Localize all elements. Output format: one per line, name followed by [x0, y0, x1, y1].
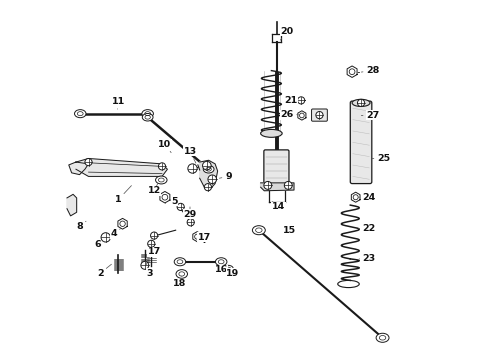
Text: 16: 16: [214, 265, 227, 274]
Circle shape: [202, 161, 211, 170]
Polygon shape: [346, 66, 356, 77]
Text: 18: 18: [173, 276, 186, 288]
Text: 29: 29: [183, 207, 196, 219]
Polygon shape: [67, 194, 77, 216]
Polygon shape: [199, 160, 217, 191]
Text: 3: 3: [145, 261, 152, 278]
Text: 19: 19: [226, 269, 239, 278]
Text: 27: 27: [361, 111, 379, 120]
Text: 12: 12: [147, 184, 161, 195]
Circle shape: [141, 261, 148, 269]
Circle shape: [297, 97, 304, 104]
Text: 20: 20: [280, 27, 293, 40]
Text: 1: 1: [115, 186, 131, 204]
Polygon shape: [118, 219, 127, 229]
Ellipse shape: [252, 226, 265, 235]
Circle shape: [147, 240, 155, 247]
Circle shape: [204, 184, 211, 191]
Ellipse shape: [260, 130, 282, 137]
Circle shape: [158, 163, 165, 170]
Circle shape: [357, 99, 364, 107]
Circle shape: [101, 233, 110, 242]
Text: 28: 28: [361, 66, 379, 75]
Text: 2: 2: [97, 264, 111, 278]
Ellipse shape: [142, 113, 153, 121]
Circle shape: [284, 181, 292, 189]
Text: 8: 8: [76, 221, 86, 231]
Text: 7: 7: [197, 237, 208, 246]
Polygon shape: [160, 192, 169, 203]
Circle shape: [150, 232, 158, 239]
Text: 17: 17: [197, 233, 210, 242]
Ellipse shape: [74, 110, 86, 118]
Ellipse shape: [215, 258, 226, 266]
Polygon shape: [350, 192, 359, 202]
Polygon shape: [192, 231, 201, 242]
Text: 6: 6: [94, 240, 104, 249]
Circle shape: [85, 158, 92, 166]
Text: 11: 11: [111, 96, 124, 109]
Text: 26: 26: [280, 110, 298, 119]
Ellipse shape: [351, 99, 369, 107]
Polygon shape: [69, 162, 88, 175]
Ellipse shape: [174, 258, 185, 266]
Circle shape: [264, 181, 271, 189]
Text: 5: 5: [169, 197, 178, 206]
Polygon shape: [297, 111, 305, 120]
Ellipse shape: [176, 270, 187, 278]
FancyBboxPatch shape: [264, 150, 288, 185]
Ellipse shape: [203, 166, 214, 173]
Polygon shape: [76, 158, 167, 176]
Text: 13: 13: [183, 147, 196, 163]
Text: 10: 10: [158, 140, 171, 153]
Text: 23: 23: [358, 255, 375, 264]
Text: 4: 4: [110, 228, 121, 238]
Ellipse shape: [223, 265, 233, 273]
Ellipse shape: [155, 176, 167, 184]
Text: 15: 15: [282, 226, 295, 235]
Text: 9: 9: [219, 172, 231, 181]
Circle shape: [187, 164, 197, 173]
Circle shape: [187, 219, 194, 226]
Text: 14: 14: [271, 202, 285, 211]
Circle shape: [207, 175, 216, 184]
Text: 25: 25: [371, 154, 389, 163]
Text: 22: 22: [358, 224, 375, 233]
Ellipse shape: [142, 110, 153, 118]
Text: 17: 17: [147, 244, 161, 256]
Circle shape: [177, 203, 184, 211]
FancyBboxPatch shape: [311, 109, 326, 121]
Text: 24: 24: [358, 193, 375, 202]
Text: 21: 21: [284, 96, 298, 105]
Polygon shape: [260, 183, 293, 191]
Ellipse shape: [375, 333, 388, 342]
Circle shape: [315, 112, 323, 119]
FancyBboxPatch shape: [349, 101, 371, 184]
